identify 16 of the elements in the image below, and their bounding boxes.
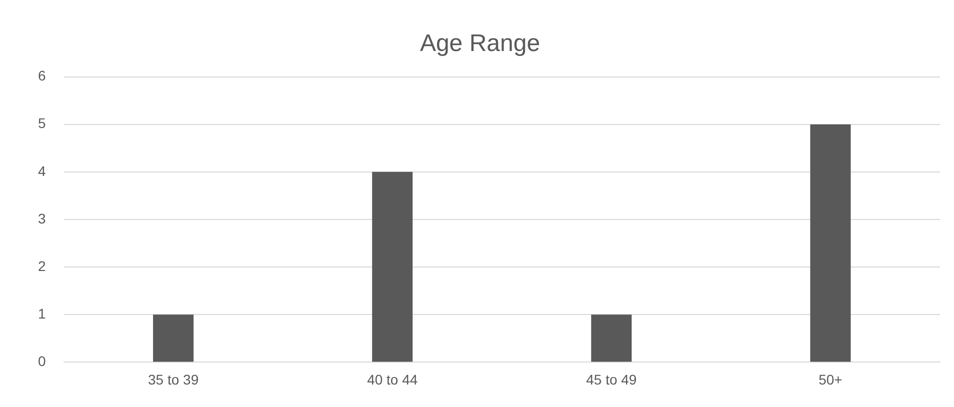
y-tick-label: 0 bbox=[38, 353, 46, 370]
bar bbox=[591, 314, 632, 362]
bar bbox=[153, 314, 194, 362]
x-tick-label: 50+ bbox=[818, 371, 842, 388]
y-tick-label: 4 bbox=[38, 162, 46, 179]
y-tick-label: 3 bbox=[38, 210, 46, 226]
bar bbox=[810, 124, 851, 362]
y-tick-label: 1 bbox=[38, 305, 46, 322]
chart-title: Age Range bbox=[420, 30, 540, 58]
x-tick-label: 35 to 39 bbox=[148, 371, 199, 388]
bar bbox=[372, 172, 413, 362]
y-tick-label: 2 bbox=[38, 258, 46, 274]
y-tick-label: 6 bbox=[38, 68, 46, 84]
y-tick-label: 5 bbox=[38, 115, 46, 132]
x-tick-label: 40 to 44 bbox=[367, 371, 418, 388]
x-tick-label: 45 to 49 bbox=[586, 371, 637, 388]
